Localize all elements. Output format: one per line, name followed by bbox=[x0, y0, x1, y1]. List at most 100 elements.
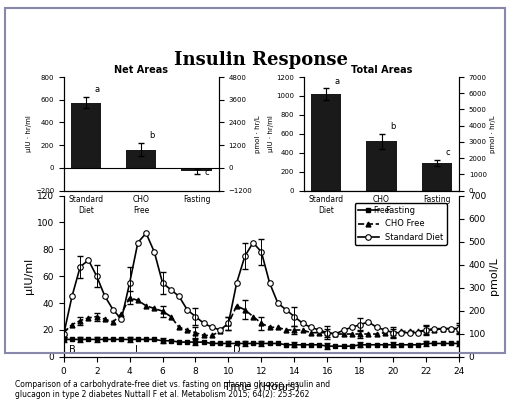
Fasting bbox=[332, 344, 338, 348]
Fasting bbox=[159, 338, 165, 343]
Standard Diet bbox=[274, 301, 280, 306]
CHO Free bbox=[447, 326, 453, 331]
Fasting bbox=[299, 342, 305, 347]
CHO Free bbox=[364, 332, 371, 336]
Standard Diet bbox=[307, 325, 313, 330]
Text: a: a bbox=[94, 85, 99, 94]
Standard Diet bbox=[324, 330, 330, 335]
Bar bbox=[310, 94, 341, 190]
Fasting bbox=[381, 342, 387, 347]
Standard Diet bbox=[398, 330, 404, 335]
CHO Free bbox=[389, 330, 395, 335]
Standard Diet bbox=[94, 274, 100, 279]
CHO Free bbox=[167, 314, 174, 319]
Standard Diet bbox=[422, 328, 428, 332]
Text: b: b bbox=[149, 131, 155, 140]
Text: Insulin Response: Insulin Response bbox=[174, 51, 348, 69]
CHO Free bbox=[126, 295, 132, 300]
Fasting bbox=[266, 341, 272, 346]
CHO Free bbox=[94, 314, 100, 319]
CHO Free bbox=[225, 321, 231, 326]
Fasting bbox=[307, 342, 313, 347]
CHO Free bbox=[406, 329, 412, 334]
Standard Diet bbox=[282, 308, 289, 312]
Standard Diet bbox=[348, 325, 354, 330]
Standard Diet bbox=[225, 321, 231, 326]
Standard Diet bbox=[217, 328, 223, 332]
Fasting bbox=[143, 337, 149, 342]
Fasting bbox=[126, 337, 132, 342]
CHO Free bbox=[77, 318, 83, 323]
Fasting bbox=[233, 341, 239, 346]
CHO Free bbox=[192, 330, 198, 335]
Fasting bbox=[192, 340, 198, 344]
CHO Free bbox=[340, 332, 346, 336]
X-axis label: Time  (Hours): Time (Hours) bbox=[223, 381, 299, 391]
CHO Free bbox=[299, 328, 305, 332]
CHO Free bbox=[373, 332, 379, 336]
Text: a: a bbox=[334, 77, 339, 85]
Standard Diet bbox=[258, 249, 264, 254]
Y-axis label: pmol/L: pmol/L bbox=[488, 257, 498, 295]
CHO Free bbox=[307, 330, 313, 335]
CHO Free bbox=[69, 322, 75, 327]
Fasting bbox=[217, 341, 223, 346]
CHO Free bbox=[241, 308, 247, 312]
Fasting bbox=[94, 337, 100, 342]
Standard Diet bbox=[159, 281, 165, 286]
CHO Free bbox=[118, 312, 124, 316]
CHO Free bbox=[159, 309, 165, 314]
Standard Diet bbox=[69, 294, 75, 299]
CHO Free bbox=[217, 329, 223, 334]
Fasting bbox=[102, 337, 108, 342]
Standard Diet bbox=[340, 328, 346, 332]
Fasting bbox=[110, 337, 116, 342]
Standard Diet bbox=[167, 287, 174, 292]
Standard Diet bbox=[447, 326, 453, 331]
CHO Free bbox=[143, 304, 149, 308]
Fasting bbox=[356, 342, 362, 347]
Fasting bbox=[406, 342, 412, 347]
CHO Free bbox=[249, 314, 256, 319]
Standard Diet bbox=[373, 325, 379, 330]
Standard Diet bbox=[118, 317, 124, 322]
Fasting bbox=[282, 342, 289, 347]
Standard Diet bbox=[381, 328, 387, 332]
Standard Diet bbox=[431, 326, 437, 331]
CHO Free bbox=[332, 332, 338, 336]
Line: CHO Free: CHO Free bbox=[61, 295, 461, 338]
Standard Diet bbox=[126, 281, 132, 286]
Standard Diet bbox=[356, 322, 362, 327]
Standard Diet bbox=[200, 321, 206, 326]
Standard Diet bbox=[134, 240, 140, 245]
Standard Diet bbox=[332, 332, 338, 336]
Standard Diet bbox=[143, 231, 149, 236]
Standard Diet bbox=[184, 308, 190, 312]
CHO Free bbox=[282, 328, 289, 332]
CHO Free bbox=[414, 329, 420, 334]
Fasting bbox=[340, 344, 346, 348]
CHO Free bbox=[455, 326, 461, 331]
Fasting bbox=[258, 341, 264, 346]
CHO Free bbox=[398, 329, 404, 334]
CHO Free bbox=[356, 332, 362, 336]
Standard Diet bbox=[233, 281, 239, 286]
CHO Free bbox=[381, 330, 387, 335]
CHO Free bbox=[316, 330, 322, 335]
Fasting bbox=[364, 342, 371, 347]
CHO Free bbox=[102, 317, 108, 322]
Fasting bbox=[61, 337, 67, 342]
Standard Diet bbox=[439, 326, 445, 331]
CHO Free bbox=[85, 316, 91, 320]
Bar bbox=[71, 103, 101, 168]
Standard Diet bbox=[192, 314, 198, 319]
Line: Standard Diet: Standard Diet bbox=[61, 231, 461, 337]
Text: c: c bbox=[444, 148, 449, 158]
Fasting bbox=[431, 341, 437, 346]
CHO Free bbox=[61, 330, 67, 335]
Fasting bbox=[85, 337, 91, 342]
Fasting bbox=[134, 337, 140, 342]
Fasting bbox=[118, 337, 124, 342]
Fasting bbox=[455, 341, 461, 346]
Fasting bbox=[184, 340, 190, 344]
